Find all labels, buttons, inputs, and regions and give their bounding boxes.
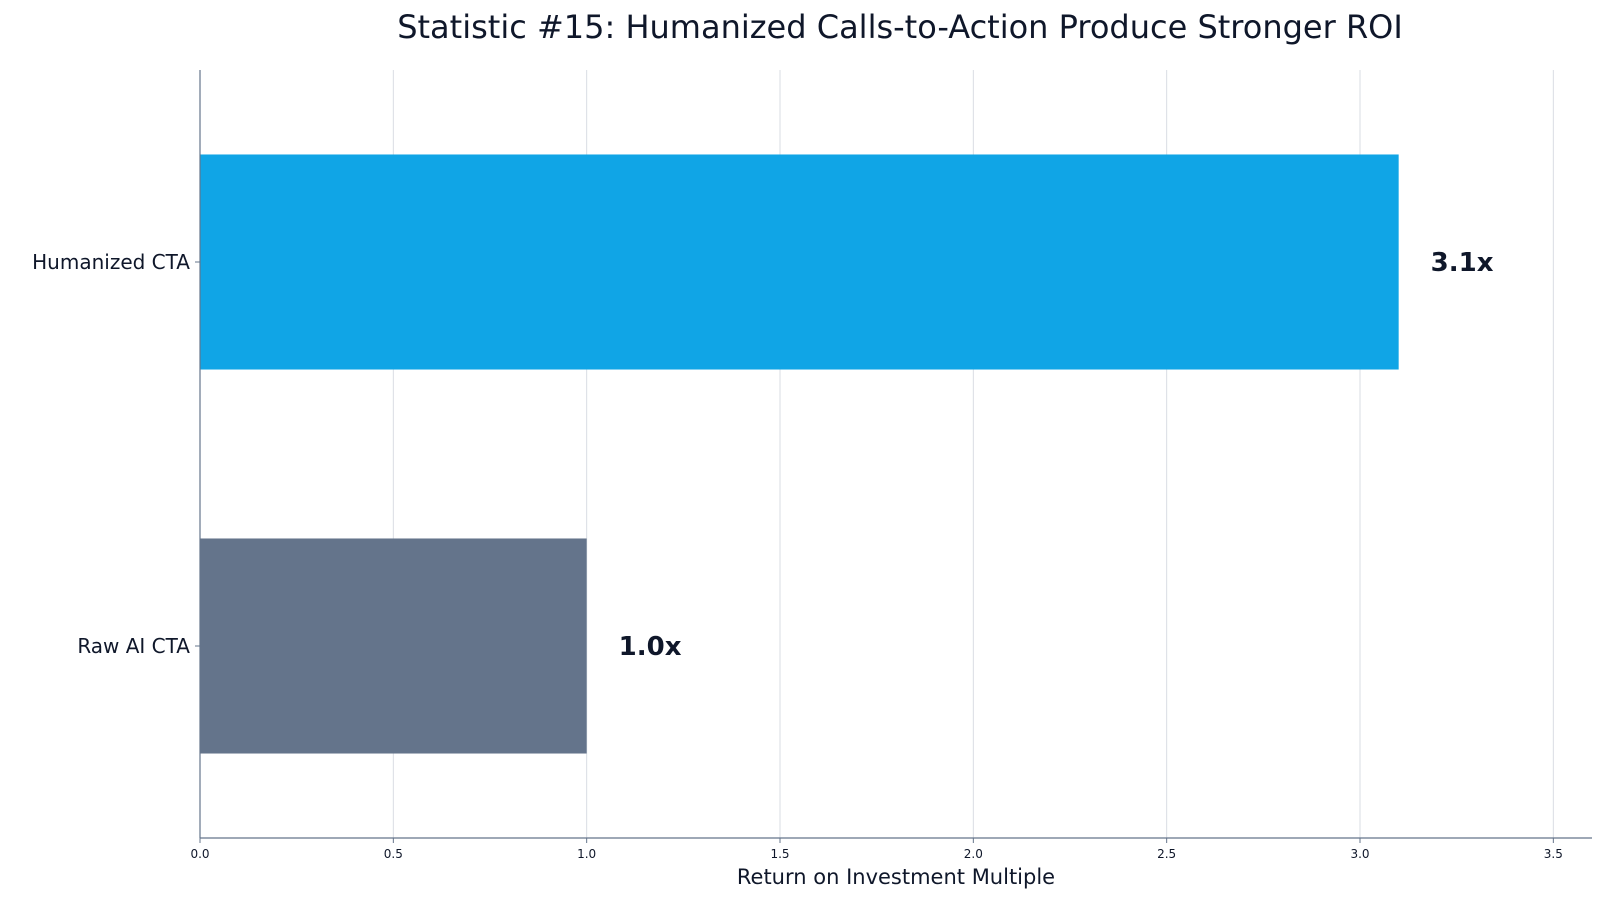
category-label: Humanized CTA	[32, 250, 190, 274]
x-tick-label: 0.5	[384, 847, 403, 861]
x-tick-label: 3.5	[1544, 847, 1563, 861]
category-labels: Humanized CTA Raw AI CTA	[32, 250, 200, 658]
x-tick-label: 0.0	[190, 847, 209, 861]
x-tick-label: 2.5	[1157, 847, 1176, 861]
x-tick-label: 1.0	[577, 847, 596, 861]
x-ticks: 0.0 0.5 1.0 1.5 2.0 2.5 3.0 3.5	[190, 838, 1563, 861]
data-label: 1.0x	[619, 632, 682, 662]
x-tick-label: 1.5	[770, 847, 789, 861]
x-tick-label: 2.0	[964, 847, 983, 861]
data-label: 3.1x	[1431, 248, 1494, 278]
category-label: Raw AI CTA	[77, 634, 190, 658]
x-tick-label: 3.0	[1350, 847, 1369, 861]
bar	[200, 538, 587, 754]
bar	[200, 154, 1399, 370]
bars	[200, 154, 1399, 754]
data-labels: 3.1x 1.0x	[619, 248, 1494, 662]
x-axis-title: Return on Investment Multiple	[737, 865, 1055, 889]
chart-title: Statistic #15: Humanized Calls-to-Action…	[397, 8, 1403, 46]
